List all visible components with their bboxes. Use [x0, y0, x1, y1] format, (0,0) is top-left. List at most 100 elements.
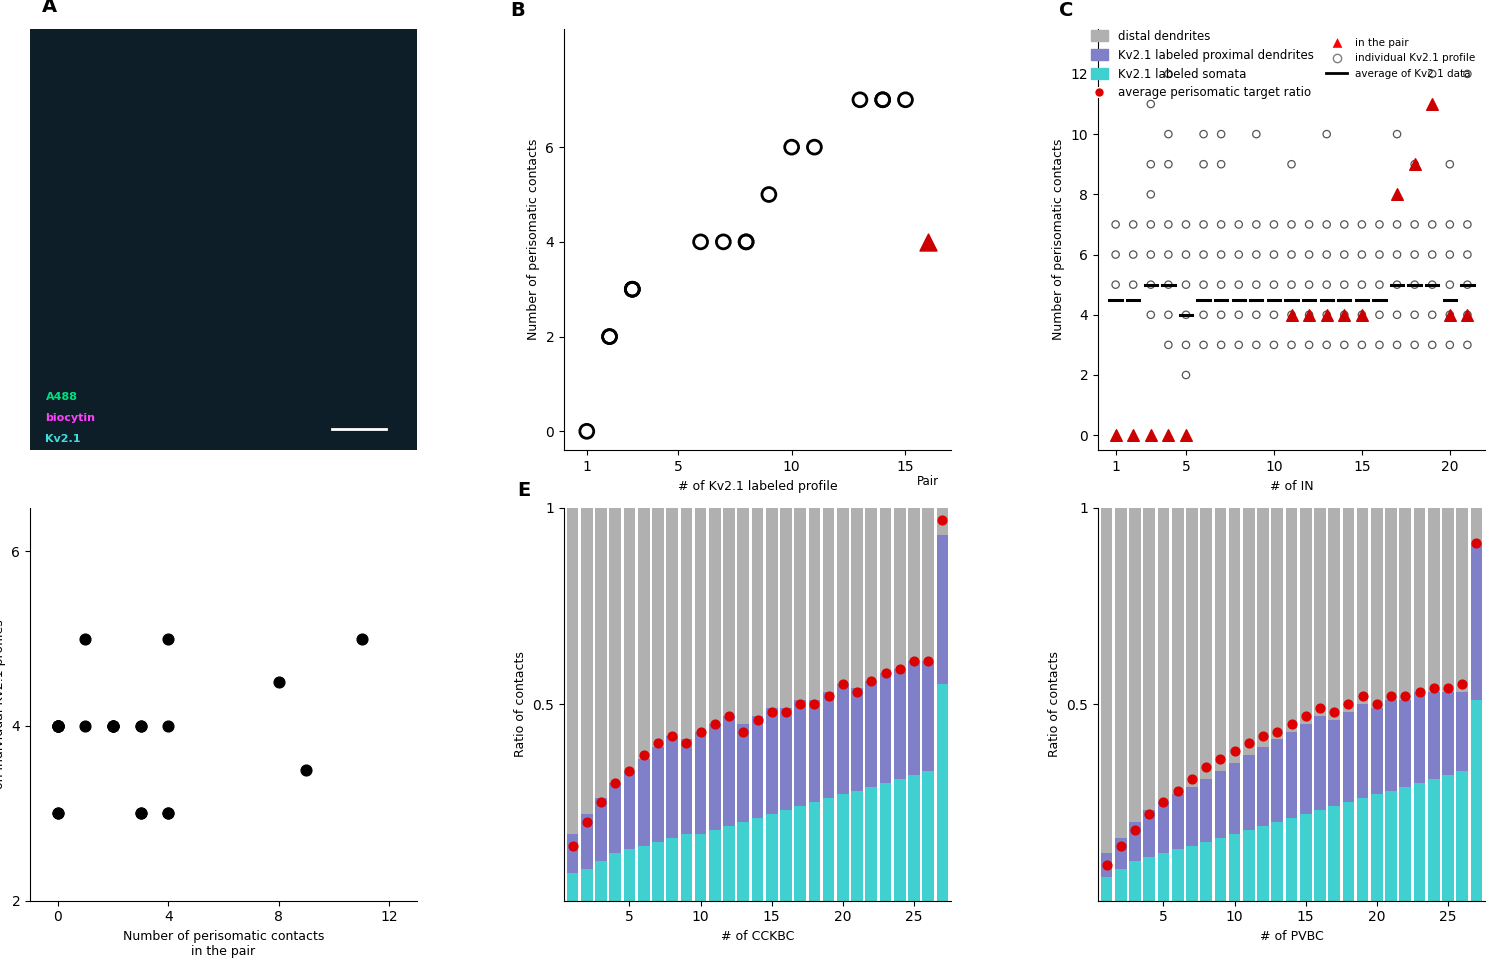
Point: [1394, 689, 1417, 704]
Point: [1350, 277, 1374, 292]
Bar: [1186, 787, 1198, 846]
Bar: [652, 508, 663, 747]
Point: [1262, 217, 1286, 232]
Bar: [1358, 704, 1368, 798]
Bar: [723, 508, 735, 716]
Point: [1464, 536, 1488, 551]
Point: [597, 329, 621, 344]
Bar: [1400, 787, 1411, 901]
Point: [1222, 743, 1246, 759]
Point: [1368, 247, 1392, 262]
Bar: [1442, 775, 1454, 901]
Bar: [1172, 850, 1184, 901]
Point: [802, 140, 826, 155]
Legend: distal dendrites, Kv2.1 labeled proximal dendrites, Kv2.1 labeled somata, averag: distal dendrites, Kv2.1 labeled proximal…: [1086, 25, 1318, 104]
Bar: [852, 508, 862, 689]
Bar: [1300, 508, 1311, 724]
Point: [1402, 337, 1426, 353]
Point: [1455, 66, 1479, 81]
Point: [704, 717, 728, 732]
Point: [597, 329, 621, 344]
Point: [603, 775, 627, 790]
Bar: [1143, 857, 1155, 901]
Bar: [1386, 700, 1396, 790]
Bar: [1272, 822, 1282, 901]
Point: [1436, 681, 1460, 696]
Bar: [865, 787, 877, 901]
Text: C: C: [1059, 1, 1074, 20]
Point: [1314, 247, 1338, 262]
Point: [859, 673, 883, 688]
Bar: [1114, 508, 1126, 837]
Point: [1293, 708, 1317, 723]
Point: [1156, 308, 1180, 323]
Point: [574, 423, 598, 439]
Bar: [1114, 869, 1126, 901]
Point: [1420, 308, 1444, 323]
Point: [1138, 156, 1162, 171]
Point: [1120, 427, 1144, 443]
Point: [688, 724, 712, 740]
Bar: [1300, 814, 1311, 901]
Point: [1422, 681, 1446, 696]
Bar: [1101, 508, 1113, 854]
Point: [1227, 337, 1251, 353]
Bar: [1371, 794, 1383, 901]
Point: [45, 718, 69, 734]
Bar: [879, 508, 891, 673]
Bar: [1358, 508, 1368, 704]
Point: [1138, 97, 1162, 112]
Bar: [837, 794, 849, 901]
Point: [1450, 676, 1474, 692]
Bar: [824, 693, 834, 798]
Point: [1156, 247, 1180, 262]
Bar: [1286, 508, 1298, 732]
Bar: [766, 814, 777, 901]
Text: Pair: Pair: [916, 475, 939, 489]
Bar: [936, 684, 948, 901]
Point: [802, 696, 826, 712]
Bar: [1428, 779, 1440, 901]
Point: [1191, 126, 1215, 142]
Point: [1402, 217, 1426, 232]
Point: [1298, 337, 1322, 353]
Point: [1384, 277, 1408, 292]
Bar: [1215, 508, 1225, 771]
Point: [1402, 156, 1426, 171]
Bar: [1358, 798, 1368, 901]
Bar: [1329, 508, 1340, 719]
Point: [1336, 696, 1360, 712]
Point: [1314, 126, 1338, 142]
Point: [129, 718, 153, 734]
Bar: [1200, 508, 1212, 779]
Bar: [652, 747, 663, 842]
Point: [1280, 247, 1304, 262]
Point: [1209, 308, 1233, 323]
Bar: [808, 803, 820, 901]
Bar: [865, 680, 877, 787]
Point: [1245, 126, 1269, 142]
Bar: [879, 783, 891, 901]
Point: [1245, 308, 1269, 323]
Point: [100, 718, 124, 734]
Point: [732, 724, 756, 740]
Point: [294, 762, 318, 777]
Bar: [710, 724, 720, 830]
Point: [1368, 217, 1392, 232]
Point: [1156, 156, 1180, 171]
Point: [1209, 156, 1233, 171]
Bar: [681, 833, 692, 901]
Point: [688, 234, 712, 249]
Bar: [837, 684, 849, 794]
Bar: [1257, 826, 1269, 901]
Point: [1245, 277, 1269, 292]
Point: [561, 838, 585, 854]
Bar: [567, 873, 579, 901]
Point: [675, 736, 699, 751]
Bar: [894, 508, 906, 669]
Bar: [1200, 842, 1212, 901]
Point: [1245, 247, 1269, 262]
Point: [1438, 217, 1462, 232]
Point: [45, 718, 69, 734]
Point: [74, 631, 98, 647]
